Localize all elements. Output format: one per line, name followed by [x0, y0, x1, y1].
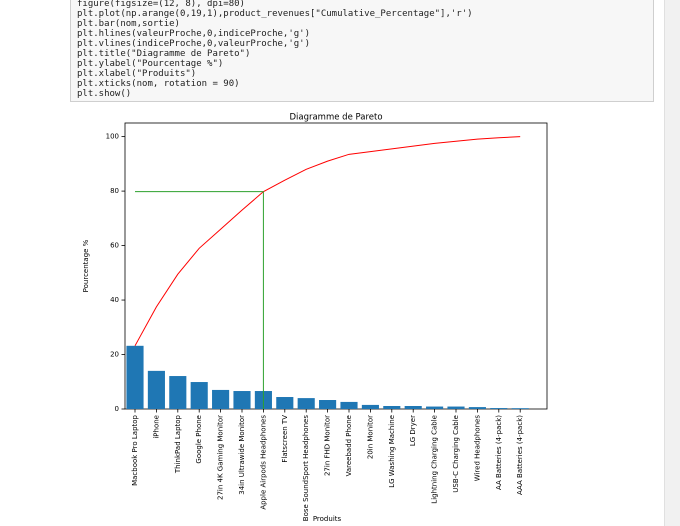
code-line: figure(figsize=(12, 8), dpi=80): [77, 0, 245, 9]
bar: [361, 404, 379, 409]
bar: [511, 408, 529, 409]
code-cell[interactable]: figure(figsize=(12, 8), dpi=80) plt.plot(…: [70, 0, 654, 102]
x-tick-label: iPhone: [152, 415, 160, 439]
x-tick-label: Flatscreen TV: [281, 415, 289, 463]
bar: [490, 408, 508, 409]
x-tick-label: Apple Airpods Headphones: [259, 415, 267, 510]
code-line: plt.vlines(indiceProche,0,valeurProche,'…: [77, 39, 310, 49]
bar: [383, 406, 401, 409]
x-tick-label: AA Batteries (4-pack): [495, 415, 503, 490]
bar: [233, 391, 251, 409]
bar: [276, 397, 294, 409]
chart-title: Diagramme de Pareto: [289, 113, 382, 123]
code-line: plt.title("Diagramme de Pareto"): [77, 49, 251, 59]
bar: [147, 370, 165, 409]
cumulative-line: [134, 136, 521, 347]
x-tick-label: 34in Ultrawide Monitor: [238, 415, 246, 495]
x-tick-label: 27in FHD Monitor: [324, 415, 332, 476]
x-tick-label: 27in 4K Gaming Monitor: [217, 415, 225, 500]
x-tick-label: Bose SoundSport Headphones: [302, 415, 310, 522]
x-tick-label: LG Dryer: [409, 415, 417, 446]
x-tick-label: USB-C Charging Cable: [452, 415, 460, 493]
scrollbar[interactable]: [664, 0, 680, 526]
y-tick-label: 0: [115, 405, 119, 413]
y-tick-label: 100: [106, 133, 119, 141]
x-tick-label: Macbook Pro Laptop: [131, 414, 139, 485]
bar: [404, 406, 422, 409]
code-line: plt.xlabel("Produits"): [77, 69, 197, 79]
bar: [297, 398, 315, 409]
x-tick-label: Wired Headphones: [473, 415, 481, 482]
code-line: plt.ylabel("Pourcentage %"): [77, 59, 224, 69]
axes-frame: [124, 122, 548, 410]
y-tick-label: 20: [110, 351, 119, 359]
code-line: plt.xticks(nom, rotation = 90): [77, 79, 240, 89]
bar: [126, 345, 144, 409]
bar: [190, 382, 208, 409]
code-line: plt.plot(np.arange(0,19,1),product_reven…: [77, 9, 473, 19]
x-tick-label: Vareebadd Phone: [345, 415, 353, 476]
x-tick-label: ThinkPad Laptop: [174, 414, 182, 474]
y-tick-label: 60: [110, 242, 119, 250]
x-tick-label: Google Phone: [195, 415, 203, 464]
x-axis-label: Produits: [313, 515, 342, 523]
bar: [468, 407, 486, 409]
bar: [447, 406, 465, 409]
bar: [426, 406, 444, 409]
y-axis-label: Pourcentage %: [82, 239, 90, 292]
bar: [212, 389, 230, 409]
y-tick-label: 40: [110, 296, 119, 304]
code-line: plt.show(): [77, 89, 132, 99]
x-tick-label: AAA Batteries (4-pack): [516, 415, 524, 495]
bar: [319, 400, 337, 409]
x-tick-label: LG Washing Machine: [388, 415, 396, 488]
code-line: plt.bar(nom,sortie): [77, 19, 180, 29]
code-line: plt.hlines(valeurProche,0,indiceProche,'…: [77, 29, 310, 39]
x-tick-label: Lightning Charging Cable: [431, 415, 439, 504]
bar: [340, 401, 358, 409]
x-tick-label: 20in Monitor: [366, 415, 374, 459]
bar: [169, 376, 187, 409]
y-tick-label: 80: [110, 187, 119, 195]
